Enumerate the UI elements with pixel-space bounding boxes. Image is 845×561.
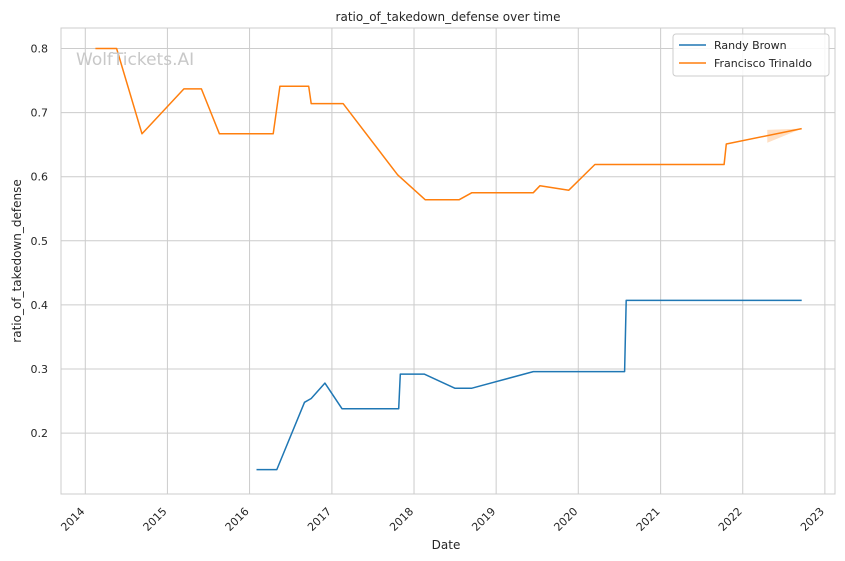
chart-title: ratio_of_takedown_defense over time [336,10,561,24]
plot-area [60,27,836,495]
x-tick-label: 2020 [551,505,580,534]
x-axis-label: Date [432,538,461,552]
y-tick-label: 0.6 [31,171,49,184]
band-francisco-trinaldo [767,128,802,143]
series-layer [95,47,802,471]
legend: Randy Brown Francisco Trinaldo [672,33,830,77]
y-axis-label: ratio_of_takedown_defense [10,179,24,342]
x-tick-label: 2022 [716,505,745,534]
legend-label-randy-brown: Randy Brown [714,39,787,52]
grid [61,28,835,494]
x-tick-label: 2018 [387,505,416,534]
y-tick-label: 0.3 [31,363,49,376]
y-tick-label: 0.2 [31,427,49,440]
y-tick-label: 0.8 [31,43,49,56]
x-tick-label: 2017 [305,505,334,534]
y-tick-label: 0.4 [31,299,49,312]
x-tick-label: 2021 [634,505,663,534]
x-tick-label: 2014 [58,505,87,534]
x-tick-label: 2016 [223,505,252,534]
y-tick-label: 0.5 [31,235,49,248]
legend-label-francisco-trinaldo: Francisco Trinaldo [714,57,812,70]
x-tick-label: 2015 [141,505,170,534]
y-tick-label: 0.7 [31,107,49,120]
legend-box [672,33,830,77]
line-randy-brown [256,299,802,471]
x-tick-label: 2023 [798,505,827,534]
watermark: WolfTickets.AI [76,50,194,70]
line-francisco-trinaldo [95,47,802,201]
x-tick-label: 2019 [469,505,498,534]
